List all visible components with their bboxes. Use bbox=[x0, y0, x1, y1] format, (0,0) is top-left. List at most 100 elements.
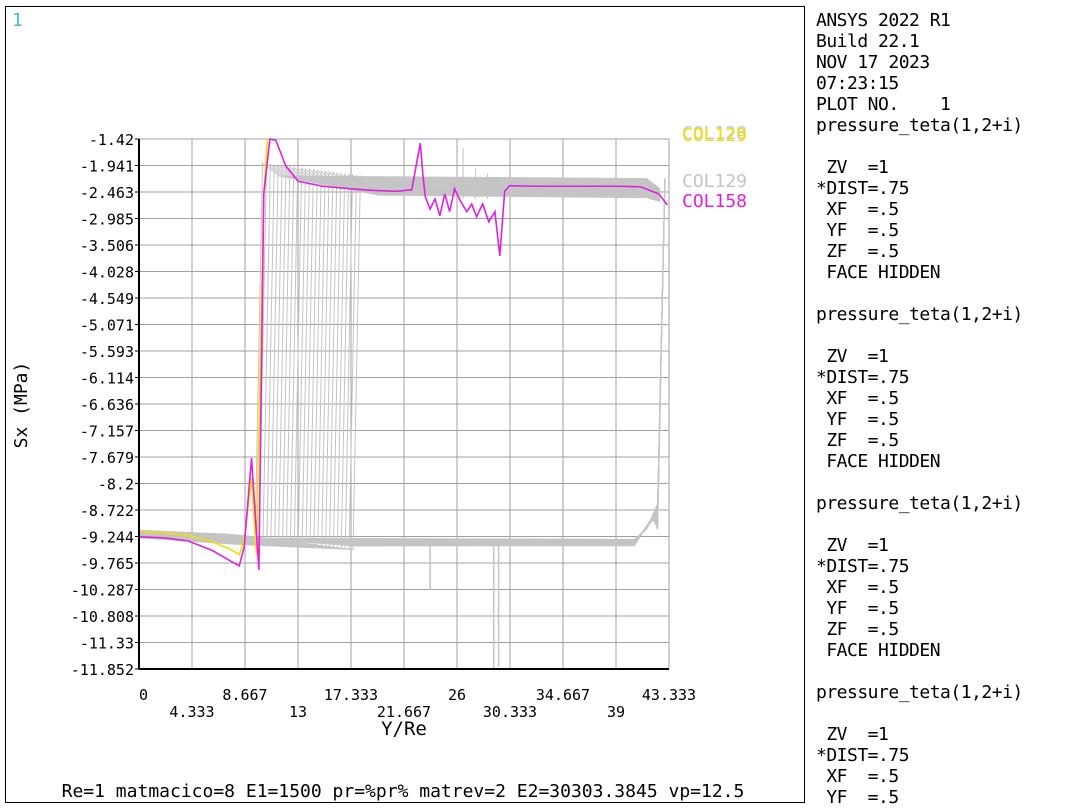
gray-curve bbox=[138, 174, 661, 551]
gray-curve bbox=[138, 166, 661, 542]
gray-curve bbox=[353, 178, 666, 547]
y-tick-label: -8.722 bbox=[80, 502, 134, 520]
info-panel-line bbox=[816, 283, 1074, 304]
gray-curve bbox=[317, 178, 666, 544]
series-layer bbox=[138, 138, 669, 570]
gray-curve bbox=[138, 168, 661, 544]
legend-label: COL128 bbox=[682, 123, 747, 144]
info-panel-line: *DIST=.75 bbox=[816, 367, 910, 388]
info-panel-line: YF =.5 bbox=[816, 220, 899, 241]
y-axis-label: Sx (MPa) bbox=[11, 362, 32, 449]
gray-curve bbox=[255, 178, 666, 540]
info-panel-line: ZF =.5 bbox=[816, 430, 899, 451]
info-panel-line: YF =.5 bbox=[816, 409, 899, 430]
info-panel-line: ANSYS 2022 R1 bbox=[816, 10, 951, 31]
info-panel-line: pressure_teta(1,2+i) bbox=[816, 682, 1023, 703]
x-tick-label: 39 bbox=[607, 703, 625, 721]
y-tick-label: -3.506 bbox=[80, 237, 134, 255]
info-panel-line: ZV =1 bbox=[816, 346, 889, 367]
y-tick-label: -2.463 bbox=[80, 184, 134, 202]
y-tick-label: -7.157 bbox=[80, 423, 134, 441]
info-panel-line bbox=[816, 661, 1074, 682]
info-panel-line: *DIST=.75 bbox=[816, 178, 910, 199]
info-panel-line: ZV =1 bbox=[816, 157, 889, 178]
gray-curve bbox=[138, 162, 661, 538]
x-tick-label: 0 bbox=[139, 686, 148, 704]
gray-curve bbox=[325, 178, 666, 545]
plot-window bbox=[5, 6, 805, 803]
y-tick-label: -4.028 bbox=[80, 264, 134, 282]
info-panel-line: ZF =.5 bbox=[816, 241, 899, 262]
window-number: 1 bbox=[12, 10, 23, 31]
gray-curve bbox=[309, 178, 666, 544]
line-chart: 1 -1.42 -1.941 -2.463 -2.985 -3.506 -4.028 -4.… bbox=[11, 10, 747, 802]
gray-curve bbox=[138, 170, 661, 546]
info-panel-line: XF =.5 bbox=[816, 388, 899, 409]
gray-curve bbox=[138, 172, 661, 548]
y-tick-label: -5.071 bbox=[80, 317, 134, 335]
info-panel-line: XF =.5 bbox=[816, 577, 899, 598]
gray-curve bbox=[138, 173, 661, 549]
gray-curve bbox=[349, 178, 666, 547]
info-panel-line bbox=[816, 514, 1074, 535]
legend-label: COL129 bbox=[682, 171, 747, 192]
x-tick-label: 34.667 bbox=[536, 686, 590, 704]
y-tick-label: -9.765 bbox=[80, 555, 134, 573]
gray-curve bbox=[138, 166, 661, 542]
info-panel: ANSYS 2022 R1 Build 22.1 NOV 17 2023 07:23:… bbox=[816, 10, 1074, 810]
info-panel-line: FACE HIDDEN bbox=[816, 451, 941, 472]
gray-curve bbox=[278, 178, 666, 542]
gray-curve bbox=[138, 169, 661, 545]
info-panel-line: YF =.5 bbox=[816, 787, 899, 808]
y-tick-label: -6.114 bbox=[80, 370, 134, 388]
y-tick-label: -11.33 bbox=[80, 635, 134, 653]
gray-curve bbox=[138, 168, 661, 544]
y-tick-label: -5.593 bbox=[80, 343, 134, 361]
series-line-col129 bbox=[138, 138, 269, 556]
x-tick-label: 17.333 bbox=[324, 686, 378, 704]
info-panel-line: *DIST=.75 bbox=[816, 745, 910, 766]
gray-curve bbox=[306, 178, 666, 544]
y-tick-label: -1.941 bbox=[80, 158, 134, 176]
info-panel-line bbox=[816, 472, 1074, 493]
gray-curve bbox=[138, 171, 661, 547]
y-tick-label: -10.287 bbox=[71, 582, 134, 600]
gray-curve bbox=[138, 167, 661, 543]
x-axis-label: Y/Re bbox=[381, 718, 427, 740]
x-tick-label: 4.333 bbox=[169, 703, 214, 721]
x-tick-label: 8.667 bbox=[222, 686, 267, 704]
info-panel-line bbox=[816, 136, 1074, 157]
gray-curve bbox=[138, 167, 661, 543]
gray-curve bbox=[138, 173, 661, 550]
legend-label: COL129 bbox=[682, 125, 747, 146]
gray-curve bbox=[138, 172, 661, 548]
gray-curve bbox=[138, 165, 661, 541]
info-panel-line: XF =.5 bbox=[816, 199, 899, 220]
grid bbox=[138, 138, 670, 670]
info-panel-line bbox=[816, 703, 1074, 724]
info-panel-line: *DIST=.75 bbox=[816, 556, 910, 577]
x-tick-label: 13 bbox=[289, 703, 307, 721]
info-panel-line: NOV 17 2023 bbox=[816, 52, 930, 73]
y-tick-label: -1.42 bbox=[89, 131, 134, 149]
x-tick-label: 21.667 bbox=[377, 703, 431, 721]
info-panel-line: pressure_teta(1,2+i) bbox=[816, 115, 1023, 136]
x-tick-label: 43.333 bbox=[642, 686, 696, 704]
info-panel-line: YF =.5 bbox=[816, 598, 899, 619]
gray-curve bbox=[138, 163, 661, 539]
footer-parameters: Re=1 matmacico=8 E1=1500 pr=%pr% matrev=… bbox=[62, 781, 745, 802]
info-panel-line: 07:23:15 bbox=[816, 73, 899, 94]
info-panel-line: Build 22.1 bbox=[816, 31, 920, 52]
x-tick-label: 26 bbox=[448, 686, 466, 704]
gray-curve bbox=[138, 164, 661, 540]
gray-curve bbox=[333, 178, 666, 545]
info-panel-line bbox=[816, 325, 1074, 346]
info-panel-line: FACE HIDDEN bbox=[816, 640, 941, 661]
gray-curve bbox=[345, 178, 666, 546]
y-tick-label: -4.549 bbox=[80, 290, 134, 308]
info-panel-line: ZV =1 bbox=[816, 724, 889, 745]
info-panel-line: pressure_teta(1,2+i) bbox=[816, 493, 1023, 514]
gray-curve bbox=[138, 174, 661, 550]
